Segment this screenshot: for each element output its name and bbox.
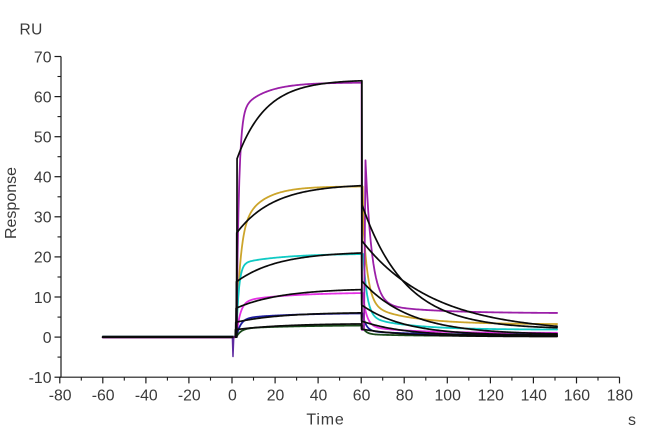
svg-text:-80: -80 (49, 387, 72, 404)
svg-text:120: 120 (478, 387, 505, 404)
svg-text:180: 180 (607, 387, 634, 404)
svg-text:20: 20 (267, 387, 285, 404)
svg-text:Time: Time (306, 412, 344, 429)
svg-text:0: 0 (43, 330, 52, 347)
svg-text:40: 40 (34, 170, 52, 187)
svg-text:160: 160 (564, 387, 591, 404)
svg-text:40: 40 (310, 387, 328, 404)
svg-text:-40: -40 (135, 387, 158, 404)
svg-text:80: 80 (396, 387, 414, 404)
svg-text:-10: -10 (29, 370, 52, 387)
svg-text:50: 50 (34, 130, 52, 147)
svg-text:-60: -60 (92, 387, 115, 404)
svg-text:RU: RU (20, 21, 43, 38)
svg-text:100: 100 (435, 387, 462, 404)
svg-text:60: 60 (353, 387, 371, 404)
svg-text:Response: Response (3, 167, 20, 239)
svg-text:s: s (628, 412, 636, 429)
svg-text:-20: -20 (178, 387, 201, 404)
svg-text:10: 10 (34, 290, 52, 307)
svg-text:60: 60 (34, 89, 52, 106)
svg-text:0: 0 (228, 387, 237, 404)
svg-text:30: 30 (34, 210, 52, 227)
svg-text:140: 140 (521, 387, 548, 404)
svg-text:70: 70 (34, 49, 52, 66)
svg-text:20: 20 (34, 250, 52, 267)
